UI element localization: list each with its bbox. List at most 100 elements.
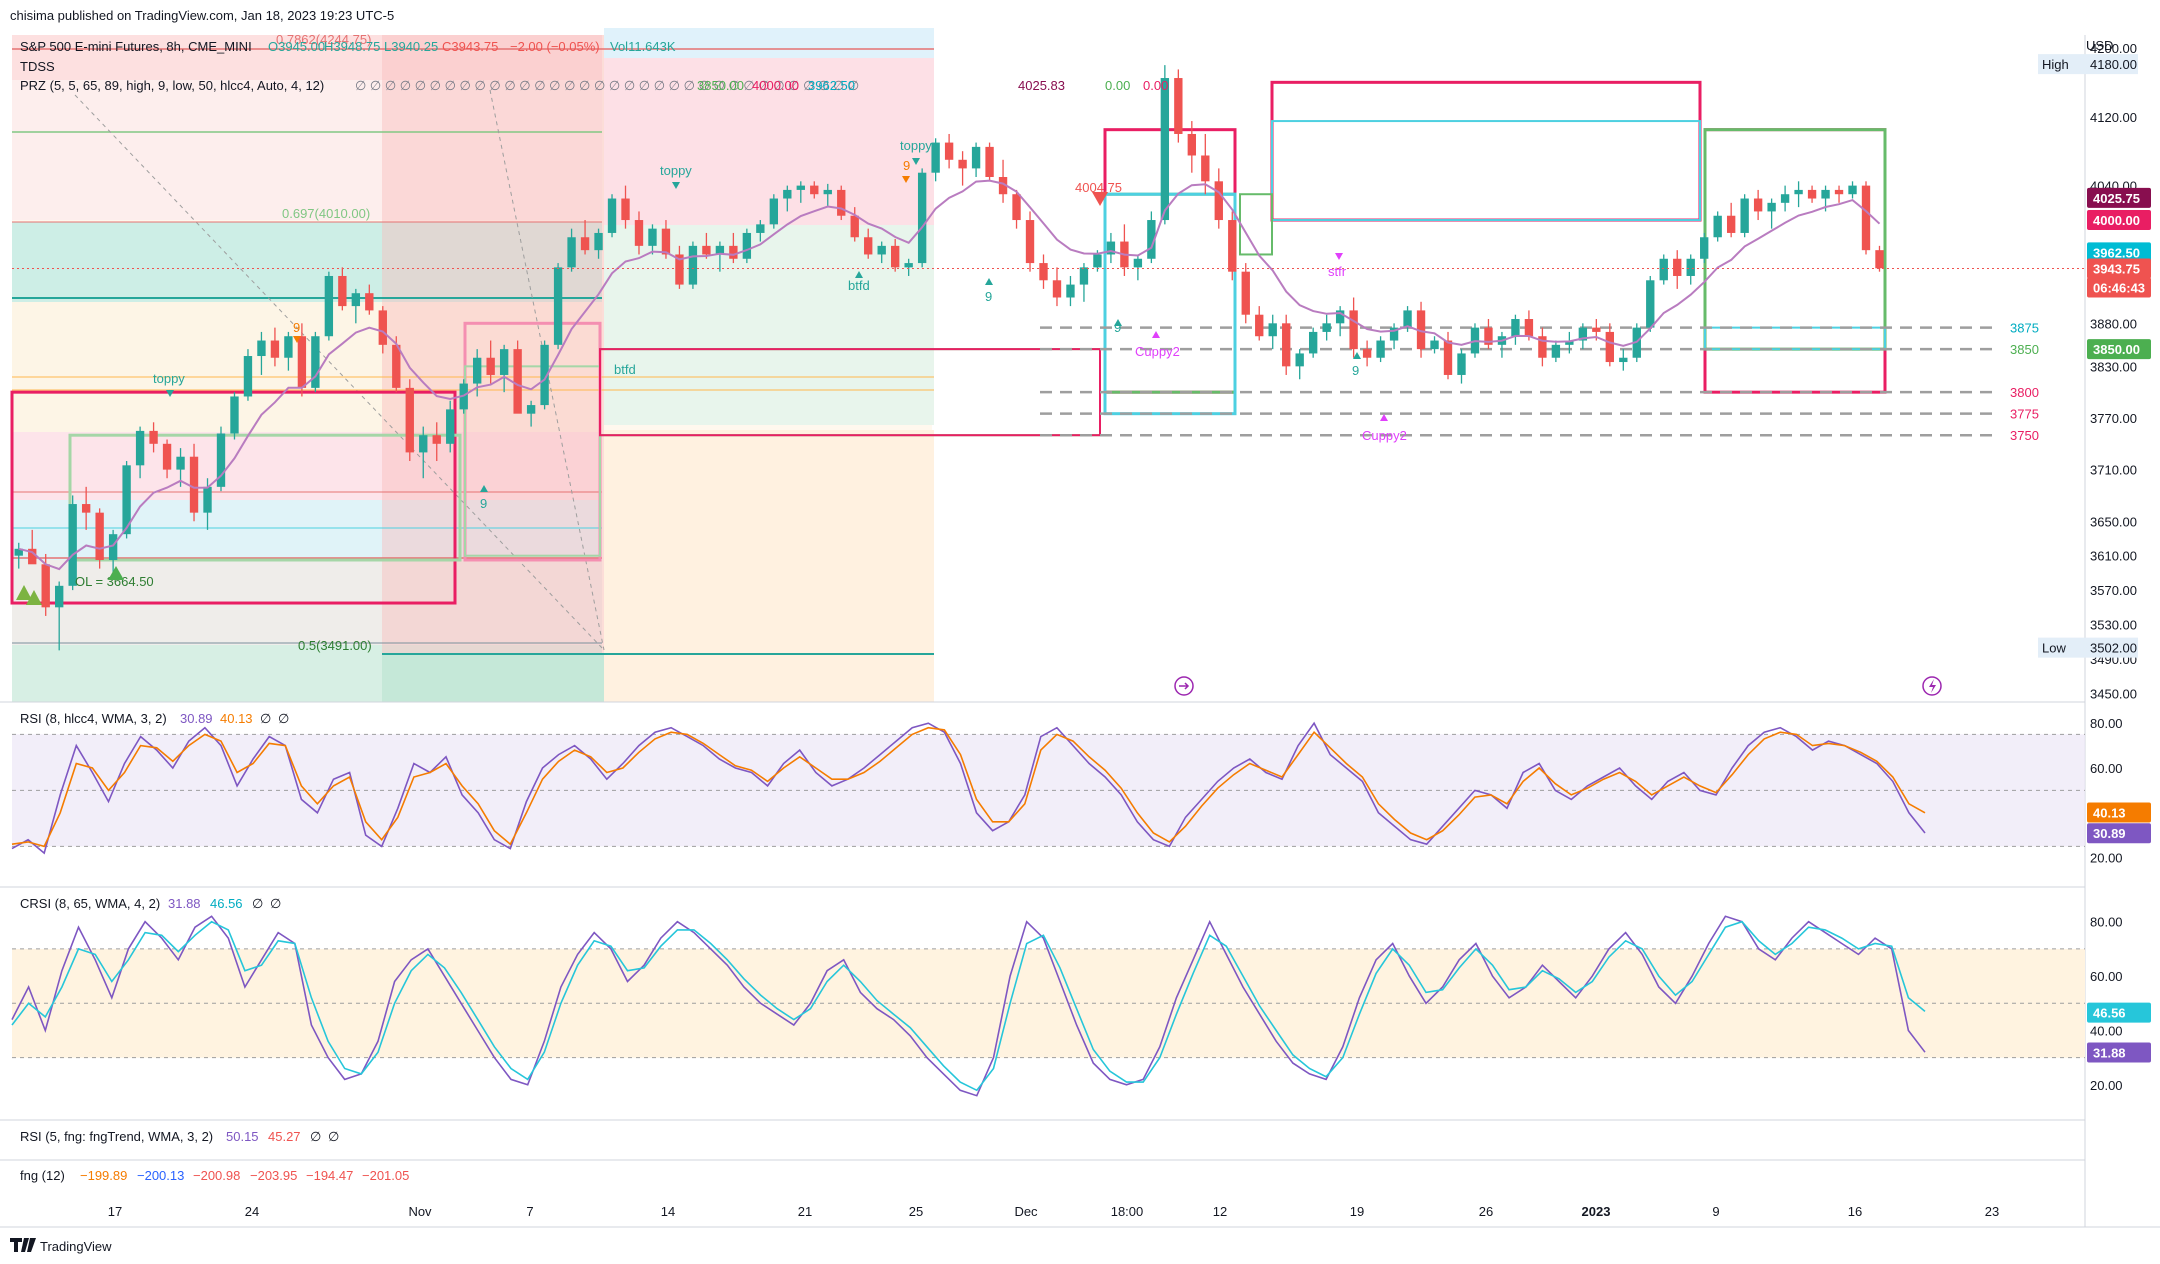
prz-value-2: 4000.00 <box>752 78 799 93</box>
crsi-tick-1: 60.00 <box>2090 969 2123 984</box>
zone-pink-right <box>604 35 934 225</box>
smoothed-line <box>18 179 1881 571</box>
fng-pane-title[interactable]: fng (12) <box>20 1168 65 1183</box>
candle-body <box>985 146 994 178</box>
nine-up-marker-1 <box>480 485 488 492</box>
candle-body <box>1484 327 1493 345</box>
candle-body <box>607 198 617 233</box>
toppy-label-2: toppy <box>660 163 692 178</box>
fib-label-top: 0.7862(4244.75) <box>276 32 371 47</box>
symbol-title[interactable]: S&P 500 E-mini Futures, 8h, CME_MINI <box>20 39 252 54</box>
candle-body <box>553 267 563 345</box>
toppy-marker-3 <box>912 158 920 165</box>
crsi-ma-line <box>11 920 1926 1092</box>
prz-box-1 <box>10 390 457 605</box>
candle <box>971 142 981 178</box>
candle <box>14 542 23 569</box>
candle <box>729 232 738 264</box>
price-tick-11: 3530.00 <box>2090 618 2137 633</box>
candle <box>419 426 428 479</box>
candle <box>1160 65 1170 225</box>
time-tick-8: 18:00 <box>1111 1204 1144 1219</box>
candle-body <box>338 275 347 307</box>
candle <box>985 142 994 182</box>
candle <box>890 238 900 272</box>
candle <box>1740 194 1749 238</box>
candle-body <box>216 433 226 487</box>
candle-body <box>1416 310 1426 350</box>
candle <box>1106 232 1116 264</box>
candle <box>311 331 320 393</box>
candle-body <box>1511 319 1520 337</box>
candle <box>1295 349 1304 380</box>
candle-body <box>1700 237 1709 259</box>
prz-value-1: 3850.00 <box>697 78 744 93</box>
candle-body <box>1174 78 1183 134</box>
time-tick-12: 2023 <box>1582 1204 1611 1219</box>
candle-body <box>176 456 185 470</box>
candle-body <box>1659 258 1668 281</box>
fib-label-bottom: 0.5(3491.00) <box>298 638 372 653</box>
nine-up-marker-3 <box>1114 319 1122 326</box>
nine-up-label-1: 9 <box>480 496 487 511</box>
candle <box>1659 254 1668 285</box>
tag-4000: 4000.00 <box>2087 210 2151 231</box>
annotations: 0.7862(4244.75) 0.697(4010.00) 0.5(3491.00… <box>16 32 2039 696</box>
candle <box>1349 297 1358 358</box>
candle-body <box>1578 327 1588 341</box>
btfd-marker-2 <box>855 271 863 278</box>
candle-body <box>1807 189 1817 199</box>
prz-indicator[interactable]: PRZ (5, 5, 65, 89, high, 9, low, 50, hlc… <box>20 78 324 93</box>
btfd-label-2: btfd <box>848 278 870 293</box>
time-axis[interactable]: 17 24 Nov 7 14 21 25 Dec 18:00 12 19 26 2023 9 16 23 <box>108 1204 1999 1219</box>
time-tick-7: Dec <box>1014 1204 1038 1219</box>
candle-body <box>81 504 91 513</box>
time-tick-6: 25 <box>909 1204 923 1219</box>
candle-body <box>1713 215 1722 238</box>
candle-body <box>580 237 590 251</box>
zone-green-mid <box>604 225 934 425</box>
nine-up-marker-4 <box>1353 352 1361 359</box>
time-tick-3: 7 <box>526 1204 533 1219</box>
candle <box>162 439 172 479</box>
cuppy-label-1: Cuppy2 <box>1135 344 1180 359</box>
nine-label-2: 9 <box>903 158 910 173</box>
candle-body <box>837 189 846 216</box>
candle-body <box>405 387 414 453</box>
candle-body <box>526 405 536 414</box>
candle-body <box>1039 263 1048 281</box>
tag-4025-text: 4025.75 <box>2093 191 2140 206</box>
candle <box>1713 211 1722 242</box>
rsi-fng-pane-title[interactable]: RSI (5, fng: fngTrend, WMA, 3, 2) <box>20 1129 213 1144</box>
candle-body <box>958 159 967 169</box>
crsi-ma-value: 46.56 <box>210 896 243 911</box>
high-badge-label: High <box>2042 57 2069 72</box>
price-tick-8: 3650.00 <box>2090 514 2137 529</box>
price-tick-13: 3450.00 <box>2090 686 2137 701</box>
candle-body <box>1282 323 1291 367</box>
tdss-indicator[interactable]: TDSS <box>20 59 55 74</box>
candle <box>135 426 145 479</box>
candle <box>1241 263 1250 324</box>
prz-value-3: 3962.50 <box>808 78 855 93</box>
crsi-pane-title[interactable]: CRSI (8, 65, WMA, 4, 2) <box>20 896 160 911</box>
prz-box-8 <box>1103 192 1237 394</box>
candle <box>580 220 590 255</box>
rsi-tick-2: 20.00 <box>2090 851 2123 866</box>
high-badge-bg <box>2038 54 2138 75</box>
zone-light-red <box>12 80 602 220</box>
tradingview-logo[interactable]: TradingView <box>10 1238 112 1254</box>
candle <box>1457 349 1466 384</box>
candle <box>1268 314 1277 350</box>
candle <box>243 349 253 401</box>
stfr-label: stfr <box>1328 264 1347 279</box>
toppy-marker-2 <box>672 182 680 189</box>
volume-value: Vol11.643K <box>610 39 676 54</box>
price-tick-1: 4120.00 <box>2090 110 2137 125</box>
candle <box>230 392 239 440</box>
background-zones <box>12 28 934 702</box>
rsi-tag: 30.89 <box>2087 823 2151 844</box>
candle-body <box>756 224 765 233</box>
rsi-pane-title[interactable]: RSI (8, hlcc4, WMA, 3, 2) <box>20 711 167 726</box>
